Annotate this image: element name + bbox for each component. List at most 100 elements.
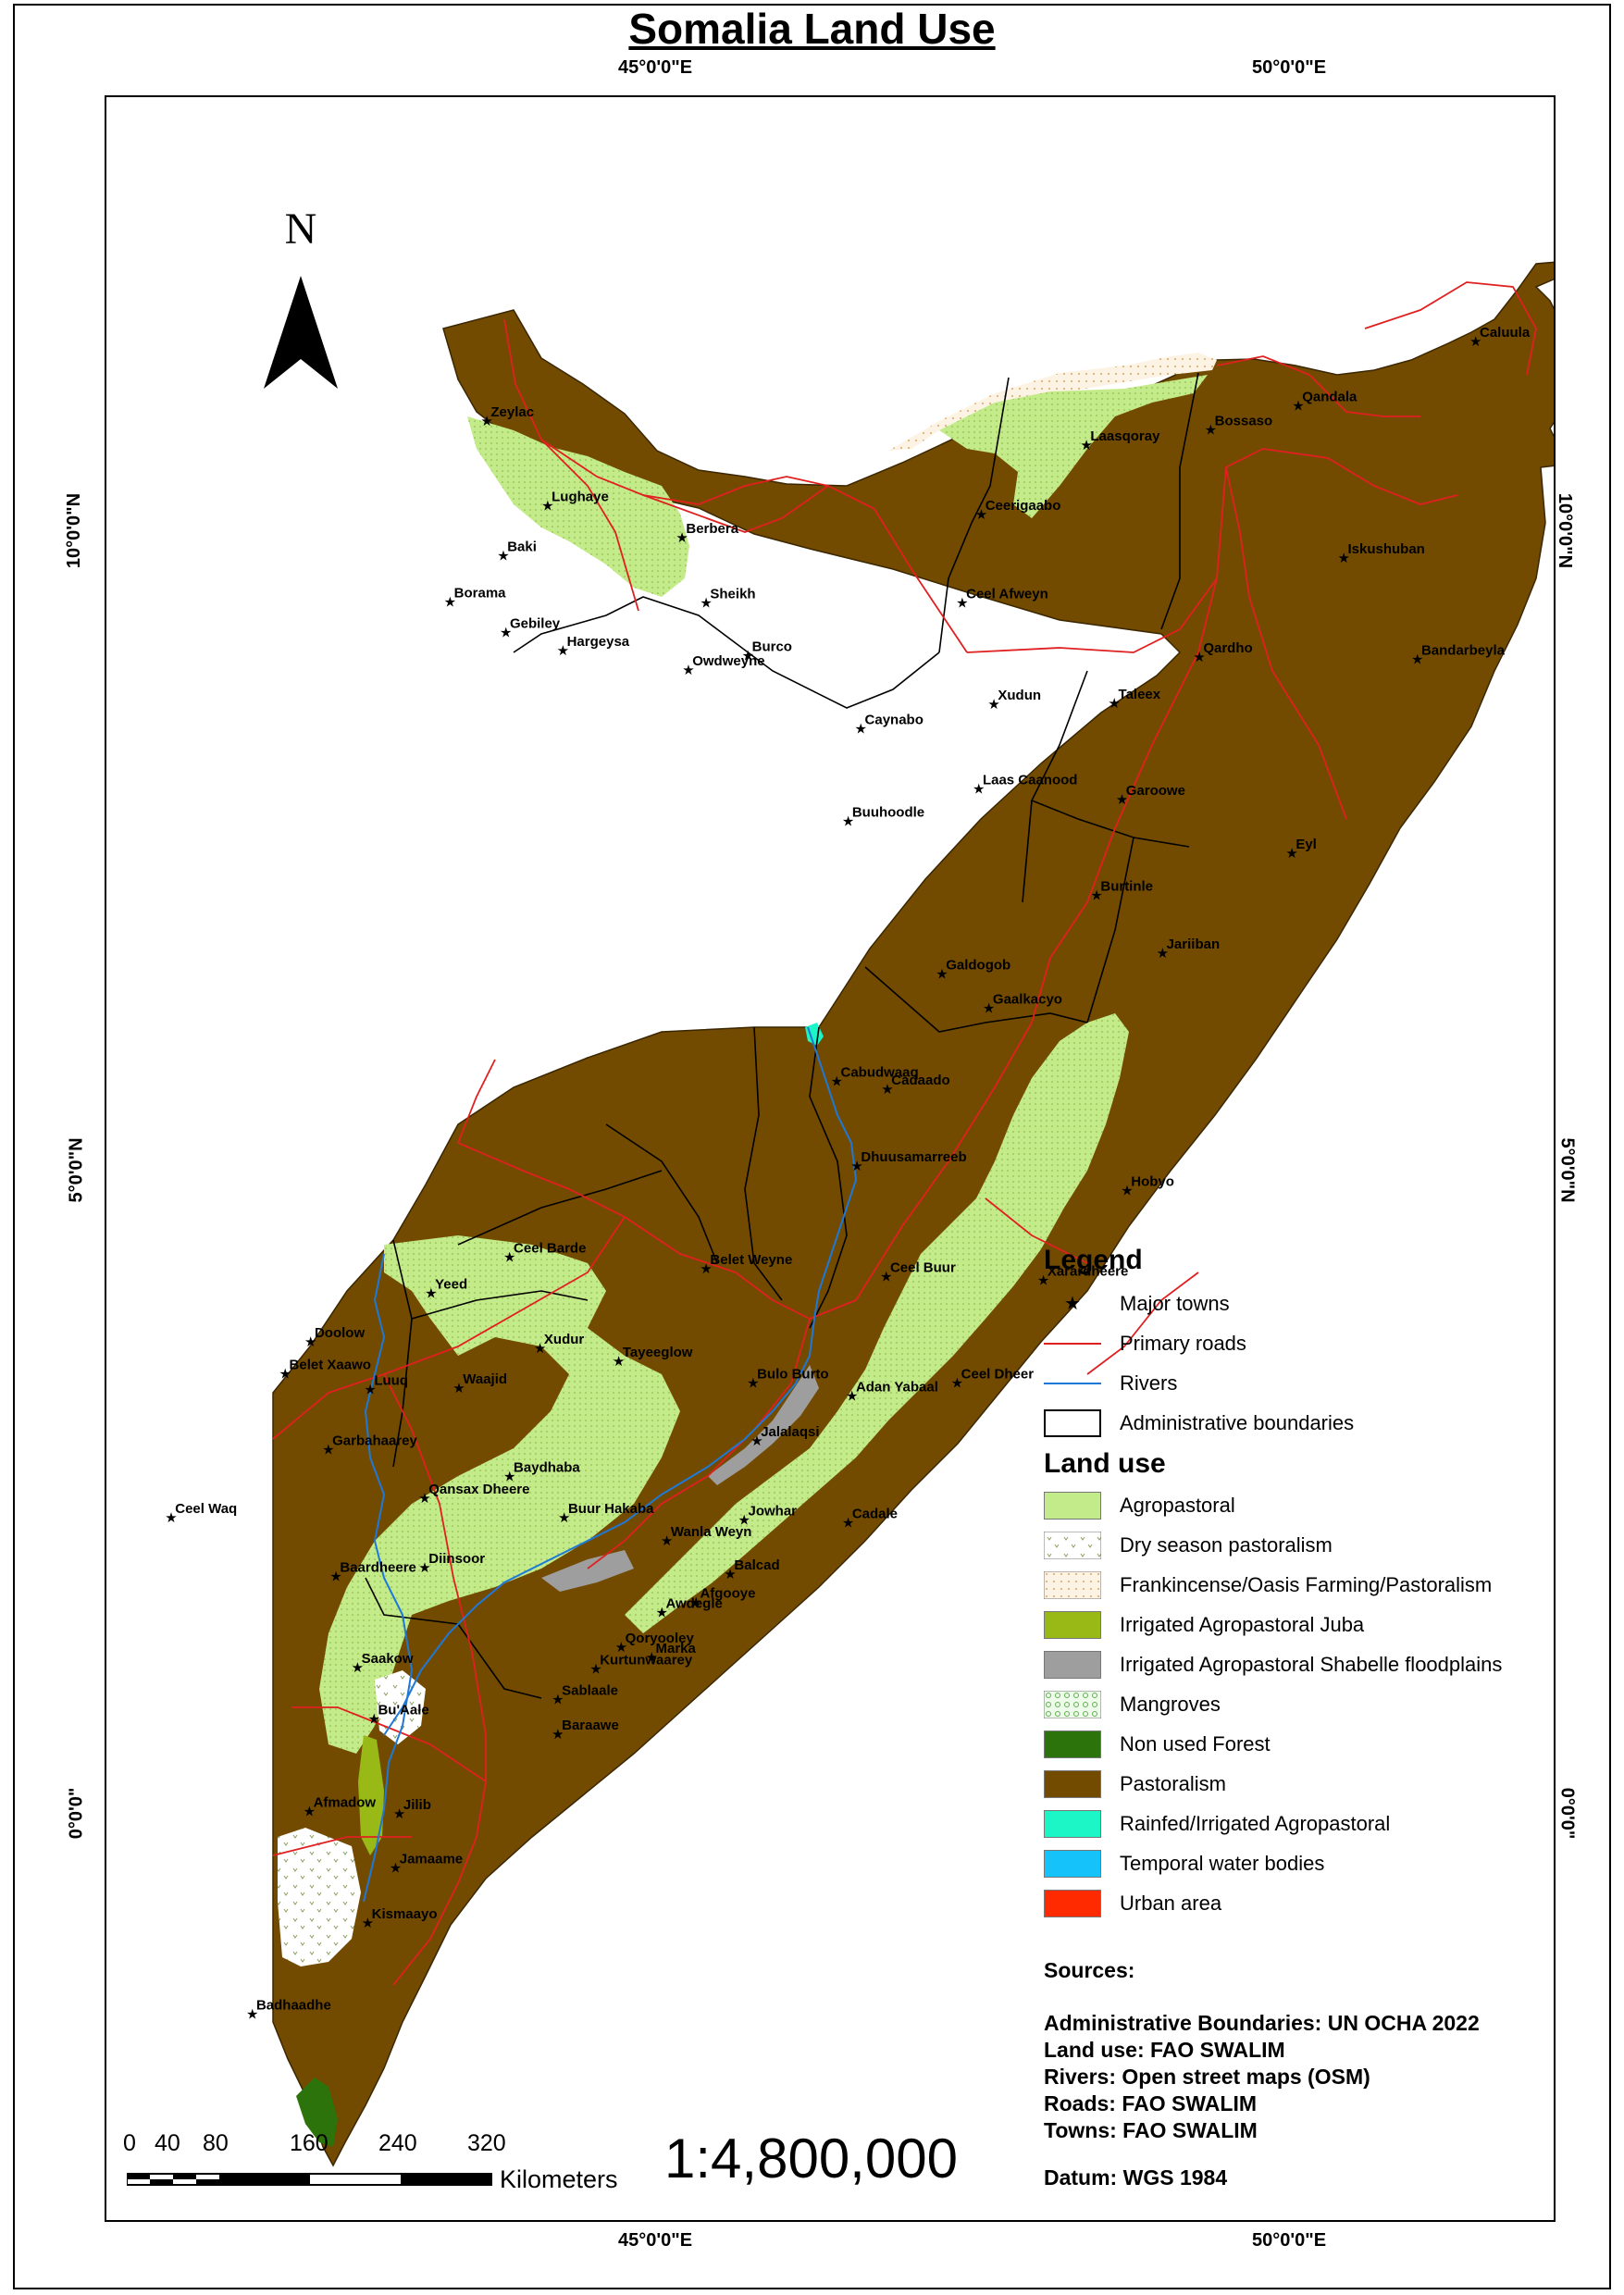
town-marker[interactable]: ★ (497, 548, 509, 564)
scale-tick: 240 (378, 2130, 417, 2156)
town-marker[interactable]: ★ (881, 1082, 893, 1098)
town-marker[interactable]: ★ (541, 498, 553, 514)
town-label: Ceel Dheer (961, 1366, 1035, 1382)
town-label: Taleex (1119, 687, 1161, 702)
town-marker[interactable]: ★ (750, 1433, 762, 1449)
town-label: Bossaso (1215, 414, 1273, 429)
town-marker[interactable]: ★ (1469, 334, 1481, 350)
town-marker[interactable]: ★ (364, 1382, 376, 1397)
town-marker[interactable]: ★ (655, 1605, 667, 1620)
town-marker[interactable]: ★ (842, 1515, 854, 1531)
legend-row-irrigated-shabelle: Irrigated Agropastoral Shabelle floodpla… (1044, 1644, 1562, 1684)
town-label: Dhuusamarreeb (861, 1149, 966, 1165)
town-marker[interactable]: ★ (700, 1261, 712, 1277)
town-marker[interactable]: ★ (724, 1567, 736, 1582)
town-marker[interactable]: ★ (645, 1650, 657, 1666)
town-marker[interactable]: ★ (425, 1285, 437, 1301)
town-marker[interactable]: ★ (951, 1375, 963, 1391)
town-marker[interactable]: ★ (329, 1569, 341, 1585)
town-marker[interactable]: ★ (855, 722, 867, 738)
town-marker[interactable]: ★ (418, 1491, 430, 1507)
town-marker[interactable]: ★ (613, 1354, 625, 1370)
town-marker[interactable]: ★ (557, 643, 569, 659)
town-marker[interactable]: ★ (1109, 696, 1121, 712)
town-marker[interactable]: ★ (936, 966, 948, 982)
town-marker[interactable]: ★ (1292, 398, 1304, 414)
town-marker[interactable]: ★ (1193, 650, 1205, 665)
town-marker[interactable]: ★ (1157, 946, 1169, 961)
town-label: Garbahaarey (332, 1433, 417, 1448)
town-marker[interactable]: ★ (452, 1381, 465, 1396)
town-marker[interactable]: ★ (676, 530, 688, 546)
town-marker[interactable]: ★ (831, 1074, 843, 1090)
town-marker[interactable]: ★ (552, 1693, 564, 1708)
town-marker[interactable]: ★ (503, 1250, 515, 1266)
town-marker[interactable]: ★ (880, 1269, 892, 1284)
town-marker[interactable]: ★ (983, 1001, 995, 1017)
town-marker[interactable]: ★ (956, 596, 968, 612)
map-canvas[interactable]: ★Caluula★Qandala★Bossaso★Laasqoray★Zeyla… (106, 97, 1556, 2222)
town-marker[interactable]: ★ (1037, 1273, 1049, 1289)
town-marker[interactable]: ★ (1116, 792, 1128, 808)
swatch-dry-season (1044, 1531, 1101, 1559)
town-marker[interactable]: ★ (987, 697, 999, 713)
town-marker[interactable]: ★ (418, 1560, 430, 1576)
town-marker[interactable]: ★ (352, 1660, 364, 1676)
town-marker[interactable]: ★ (1121, 1183, 1133, 1198)
town-marker[interactable]: ★ (367, 1712, 379, 1728)
town-marker[interactable]: ★ (1411, 652, 1423, 668)
legend-label: Rainfed/Irrigated Agropastoral (1120, 1811, 1391, 1835)
town-marker[interactable]: ★ (552, 1727, 564, 1743)
town-marker[interactable]: ★ (444, 594, 456, 610)
town-marker[interactable]: ★ (1338, 551, 1350, 566)
legend-row-dry-season: Dry season pastoralism (1044, 1525, 1562, 1565)
legend: Legend ★ Major towns Primary roads River… (1044, 1245, 1562, 1923)
town-marker[interactable]: ★ (390, 1860, 402, 1876)
town-marker[interactable]: ★ (842, 813, 854, 829)
town-label: Burtinle (1100, 879, 1153, 895)
town-marker[interactable]: ★ (503, 1470, 515, 1485)
landuse-agro-sanaag (939, 375, 1208, 518)
town-marker[interactable]: ★ (850, 1159, 862, 1174)
town-marker[interactable]: ★ (279, 1367, 291, 1383)
town-marker[interactable]: ★ (747, 1375, 759, 1391)
town-marker[interactable]: ★ (975, 507, 987, 523)
town-label: Kurtunwaarey (600, 1652, 693, 1668)
town-marker[interactable]: ★ (500, 626, 512, 641)
town-marker[interactable]: ★ (480, 414, 492, 429)
town-marker[interactable]: ★ (362, 1916, 374, 1931)
town-marker[interactable]: ★ (1080, 438, 1092, 453)
town-marker[interactable]: ★ (700, 596, 712, 612)
legend-label: Non used Forest (1120, 1731, 1271, 1755)
town-marker[interactable]: ★ (689, 1594, 701, 1610)
town-marker[interactable]: ★ (615, 1640, 627, 1656)
town-marker[interactable]: ★ (661, 1533, 673, 1549)
town-label: Caynabo (865, 713, 924, 728)
town-marker[interactable]: ★ (534, 1341, 546, 1357)
swatch-rainfed (1044, 1809, 1101, 1838)
town-marker[interactable]: ★ (393, 1806, 405, 1822)
town-marker[interactable]: ★ (322, 1442, 334, 1458)
map-frame[interactable]: ★ Caluula ★ Qandala ★ Bossaso ★ Laasqoray ★ Zeyla… (105, 95, 1556, 2222)
town-marker[interactable]: ★ (742, 649, 754, 664)
town-label: Bulo Burto (757, 1366, 828, 1382)
town-marker[interactable]: ★ (1205, 423, 1217, 439)
town-label: Kismaayo (372, 1906, 438, 1922)
town-marker[interactable]: ★ (558, 1510, 570, 1526)
town-marker[interactable]: ★ (846, 1388, 858, 1404)
town-marker[interactable]: ★ (304, 1334, 316, 1350)
town-marker[interactable]: ★ (589, 1661, 601, 1677)
town-marker[interactable]: ★ (304, 1804, 316, 1819)
map-title: Somalia Land Use (628, 5, 996, 53)
town-label: Iskushuban (1348, 541, 1425, 557)
town-marker[interactable]: ★ (165, 1510, 177, 1526)
town-marker[interactable]: ★ (1285, 846, 1297, 862)
town-marker[interactable]: ★ (682, 663, 694, 678)
town-label: Bu'Aale (378, 1703, 428, 1718)
town-marker[interactable]: ★ (246, 2006, 258, 2022)
landuse-dry-season-lower-juba (278, 1828, 361, 1966)
town-marker[interactable]: ★ (1090, 888, 1102, 904)
town-marker[interactable]: ★ (738, 1513, 750, 1529)
grat-left-5n: 5°0'0"N (66, 1137, 87, 1203)
town-marker[interactable]: ★ (973, 782, 985, 798)
